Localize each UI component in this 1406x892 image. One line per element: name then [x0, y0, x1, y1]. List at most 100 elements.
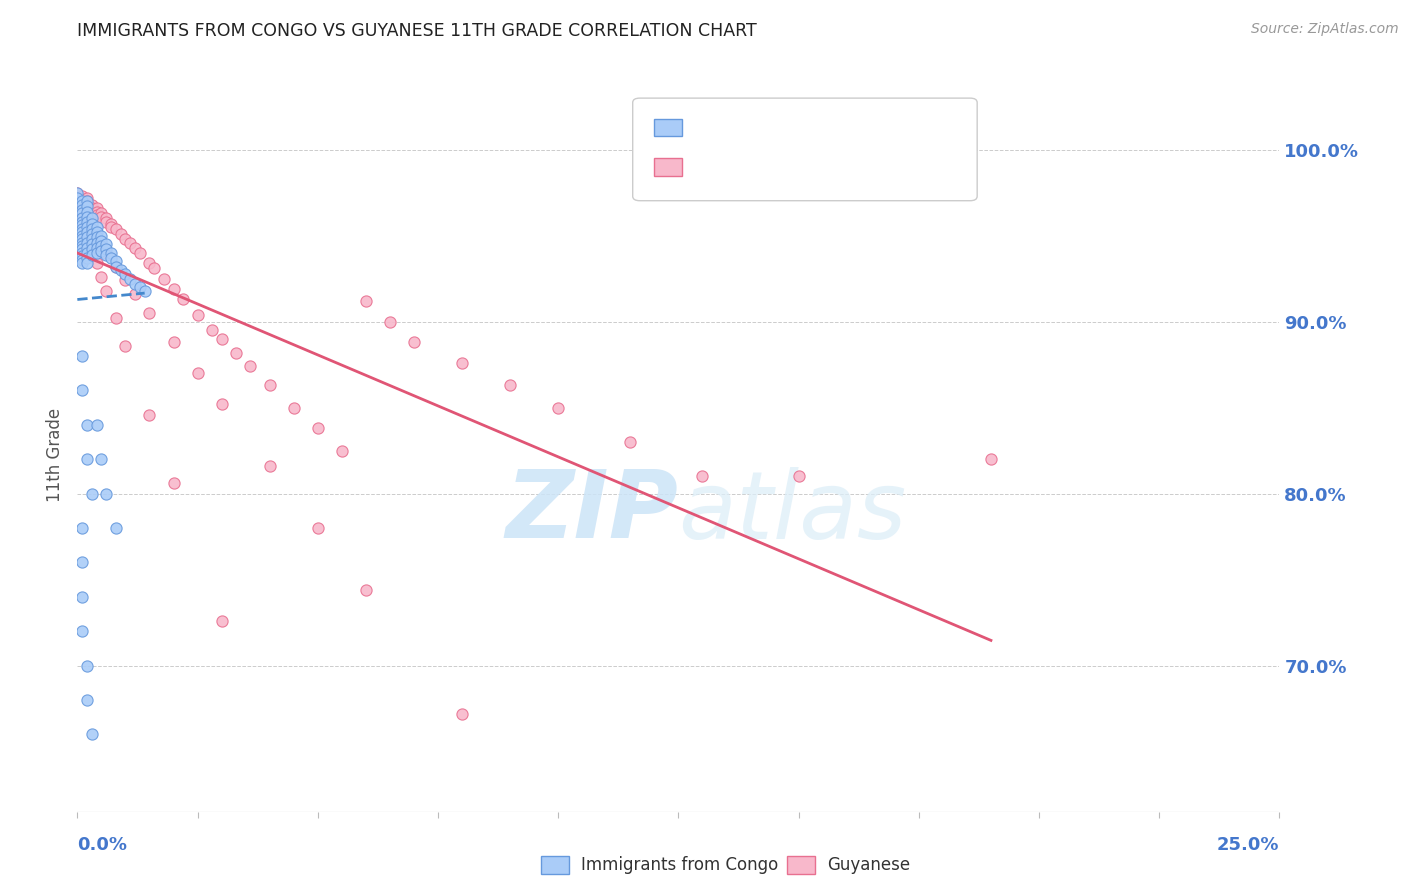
Text: atlas: atlas — [679, 467, 907, 558]
Text: N = 80: N = 80 — [844, 119, 905, 136]
Point — [76, 194, 98, 209]
Point — [86, 208, 108, 222]
Point — [66, 186, 89, 200]
Point — [90, 269, 112, 284]
Text: Source: ZipAtlas.com: Source: ZipAtlas.com — [1251, 22, 1399, 37]
Point — [104, 260, 127, 274]
Point — [76, 198, 98, 212]
Point — [76, 452, 98, 467]
Point — [80, 243, 103, 257]
Point — [114, 339, 136, 353]
Point — [90, 239, 112, 253]
Text: ZIP: ZIP — [506, 466, 679, 558]
Point — [86, 232, 108, 246]
Point — [76, 194, 98, 209]
Point — [451, 706, 474, 721]
Point — [124, 287, 146, 301]
Point — [80, 227, 103, 241]
Point — [70, 590, 93, 604]
Point — [100, 245, 122, 260]
Point — [120, 235, 142, 250]
Point — [76, 210, 98, 224]
Text: IMMIGRANTS FROM CONGO VS GUYANESE 11TH GRADE CORRELATION CHART: IMMIGRANTS FROM CONGO VS GUYANESE 11TH G… — [77, 22, 756, 40]
Point — [70, 232, 93, 246]
Point — [76, 245, 98, 260]
Point — [499, 378, 522, 392]
Point — [86, 230, 108, 244]
Point — [70, 194, 93, 209]
Point — [787, 469, 810, 483]
Point — [211, 397, 233, 411]
Point — [211, 614, 233, 628]
Point — [70, 199, 93, 213]
Point — [259, 378, 281, 392]
Point — [76, 191, 98, 205]
Point — [80, 486, 103, 500]
Point — [96, 247, 118, 261]
Point — [547, 401, 569, 415]
Point — [76, 658, 98, 673]
Text: 25.0%: 25.0% — [1218, 836, 1279, 854]
Y-axis label: 11th Grade: 11th Grade — [46, 408, 65, 502]
Point — [90, 244, 112, 259]
Point — [76, 256, 98, 270]
Point — [187, 366, 209, 380]
Point — [70, 384, 93, 398]
Point — [143, 261, 166, 276]
Point — [692, 469, 714, 483]
Point — [86, 241, 108, 255]
Point — [70, 228, 93, 243]
Point — [980, 452, 1002, 467]
Point — [76, 199, 98, 213]
Point — [90, 234, 112, 248]
Point — [211, 332, 233, 346]
Point — [70, 349, 93, 363]
Point — [76, 241, 98, 255]
Point — [330, 443, 353, 458]
Point — [162, 335, 184, 350]
Point — [153, 271, 176, 285]
Point — [76, 251, 98, 265]
Point — [70, 215, 93, 229]
Point — [239, 359, 262, 374]
Point — [451, 356, 474, 370]
Point — [114, 273, 136, 287]
Point — [66, 191, 89, 205]
Point — [225, 345, 247, 359]
Point — [70, 202, 93, 217]
Point — [307, 421, 329, 435]
Point — [70, 256, 93, 270]
Point — [80, 247, 103, 261]
Point — [90, 210, 112, 224]
Point — [96, 211, 118, 226]
Point — [70, 235, 93, 250]
Point — [76, 204, 98, 219]
Point — [96, 284, 118, 298]
Point — [80, 225, 103, 239]
Point — [90, 206, 112, 220]
Point — [70, 521, 93, 535]
Point — [104, 260, 127, 274]
Point — [96, 237, 118, 252]
Point — [96, 245, 118, 260]
Point — [124, 277, 146, 291]
Point — [80, 198, 103, 212]
Point — [134, 284, 156, 298]
Text: R = -0.058: R = -0.058 — [693, 119, 790, 136]
Point — [114, 267, 136, 281]
Point — [80, 237, 103, 252]
Point — [70, 211, 93, 226]
Point — [70, 219, 93, 233]
Point — [86, 245, 108, 260]
Text: 0.0%: 0.0% — [77, 836, 128, 854]
Point — [90, 239, 112, 253]
Point — [80, 211, 103, 226]
Point — [76, 215, 98, 229]
Point — [128, 245, 150, 260]
Point — [120, 271, 142, 285]
Point — [402, 335, 425, 350]
Point — [96, 486, 118, 500]
Point — [76, 228, 98, 243]
Point — [354, 293, 377, 308]
Point — [104, 222, 127, 236]
